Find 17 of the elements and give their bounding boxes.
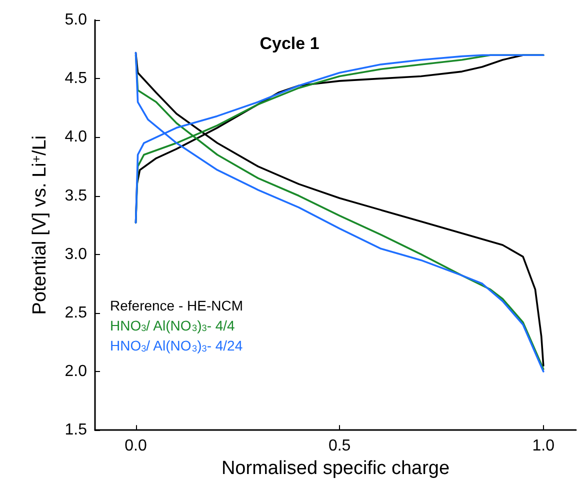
x-axis-title: Normalised specific charge <box>221 458 450 479</box>
text: Reference - HE-NCM <box>110 297 244 314</box>
x-tick-label: 0.0 <box>124 438 147 455</box>
y-tick-label: 4.0 <box>64 128 88 146</box>
y-axis-title: Potential [V] vs. Li+/Li <box>29 135 51 315</box>
text: Cycle 1 <box>260 34 320 53</box>
y-tick-label: 1.5 <box>64 422 88 439</box>
x-tick-label: 0.5 <box>328 438 351 455</box>
y-tick-label: 2.0 <box>64 363 88 380</box>
y-tick-label: 5.0 <box>64 12 88 28</box>
text: HNO3/ Al(NO3)3- 4/4 <box>110 317 236 334</box>
y-tick-label: 3.5 <box>64 187 88 204</box>
y-tick-label: 2.5 <box>64 304 88 322</box>
x-tick-label: 1.0 <box>532 438 555 455</box>
y-tick-label: 3.0 <box>64 246 88 263</box>
text: HNO3/ Al(NO3)3- 4/24 <box>110 338 243 354</box>
y-tick-label: 4.5 <box>64 70 88 88</box>
